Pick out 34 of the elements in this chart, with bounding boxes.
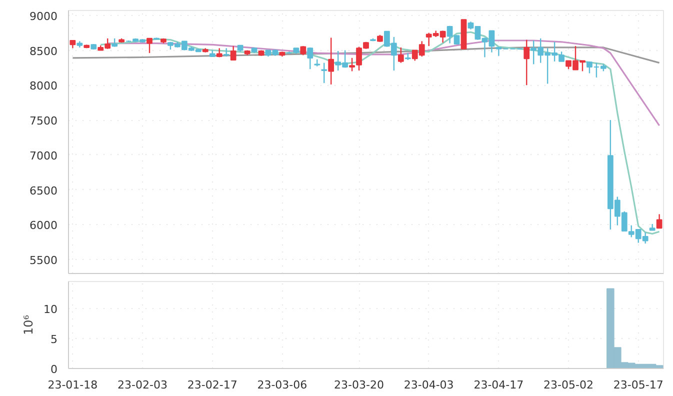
y-tick-label: 7000 xyxy=(30,149,58,162)
y-tick-label: 10 xyxy=(44,303,58,316)
x-tick-label: 23-03-20 xyxy=(334,378,384,392)
y-tick-label: 7500 xyxy=(30,114,58,128)
x-tick-label: 23-01-18 xyxy=(48,378,98,392)
y-tick-label: 6500 xyxy=(30,184,58,198)
candlestick xyxy=(146,38,152,54)
x-tick-label: 23-03-06 xyxy=(257,378,308,392)
x-tick-label: 23-02-17 xyxy=(187,378,238,392)
candlestick xyxy=(349,57,355,72)
candlestick xyxy=(300,45,306,56)
x-tick-label: 23-04-03 xyxy=(404,378,454,392)
y-axis-title: 10⁶ xyxy=(22,314,36,336)
candlestick xyxy=(286,51,292,54)
x-tick-label: 23-04-17 xyxy=(474,378,524,392)
candlestick xyxy=(328,37,334,86)
candlestick xyxy=(656,214,662,229)
y-tick-label: 0 xyxy=(50,363,58,376)
candlestick xyxy=(321,62,328,84)
candlestick xyxy=(230,45,236,61)
y-tick-label: 6000 xyxy=(30,219,58,232)
y-tick-label: 9000 xyxy=(30,10,58,23)
x-tick-label: 23-02-03 xyxy=(118,378,168,392)
line-series xyxy=(100,31,660,235)
candlestick xyxy=(307,46,314,70)
candlestick xyxy=(524,39,530,86)
y-tick-label: 8500 xyxy=(30,44,58,58)
y-tick-label: 8000 xyxy=(30,80,58,93)
y-tick-label: 5 xyxy=(50,333,58,346)
x-tick-label: 23-05-17 xyxy=(613,378,664,392)
y-tick-label: 5500 xyxy=(30,254,58,268)
candlestick xyxy=(398,46,404,64)
candlestick xyxy=(223,48,230,58)
x-tick-label: 23-05-02 xyxy=(544,378,594,392)
